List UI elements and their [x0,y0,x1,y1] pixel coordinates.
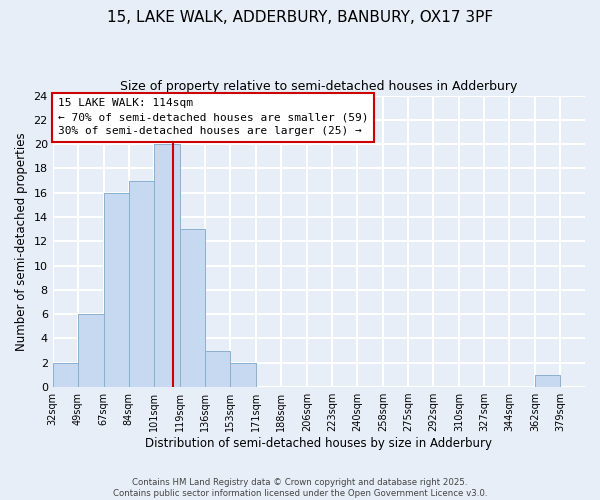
Bar [535,375,560,387]
Bar [154,144,180,387]
Title: Size of property relative to semi-detached houses in Adderbury: Size of property relative to semi-detach… [120,80,518,93]
Bar [230,363,256,387]
Text: Contains HM Land Registry data © Crown copyright and database right 2025.
Contai: Contains HM Land Registry data © Crown c… [113,478,487,498]
Text: 15, LAKE WALK, ADDERBURY, BANBURY, OX17 3PF: 15, LAKE WALK, ADDERBURY, BANBURY, OX17 … [107,10,493,25]
Bar [205,350,230,387]
X-axis label: Distribution of semi-detached houses by size in Adderbury: Distribution of semi-detached houses by … [145,437,493,450]
Y-axis label: Number of semi-detached properties: Number of semi-detached properties [15,132,28,350]
Bar [180,229,205,387]
Bar [129,180,154,387]
Bar [104,192,129,387]
Text: 15 LAKE WALK: 114sqm
← 70% of semi-detached houses are smaller (59)
30% of semi-: 15 LAKE WALK: 114sqm ← 70% of semi-detac… [58,98,368,136]
Bar [77,314,104,387]
Bar [53,363,77,387]
